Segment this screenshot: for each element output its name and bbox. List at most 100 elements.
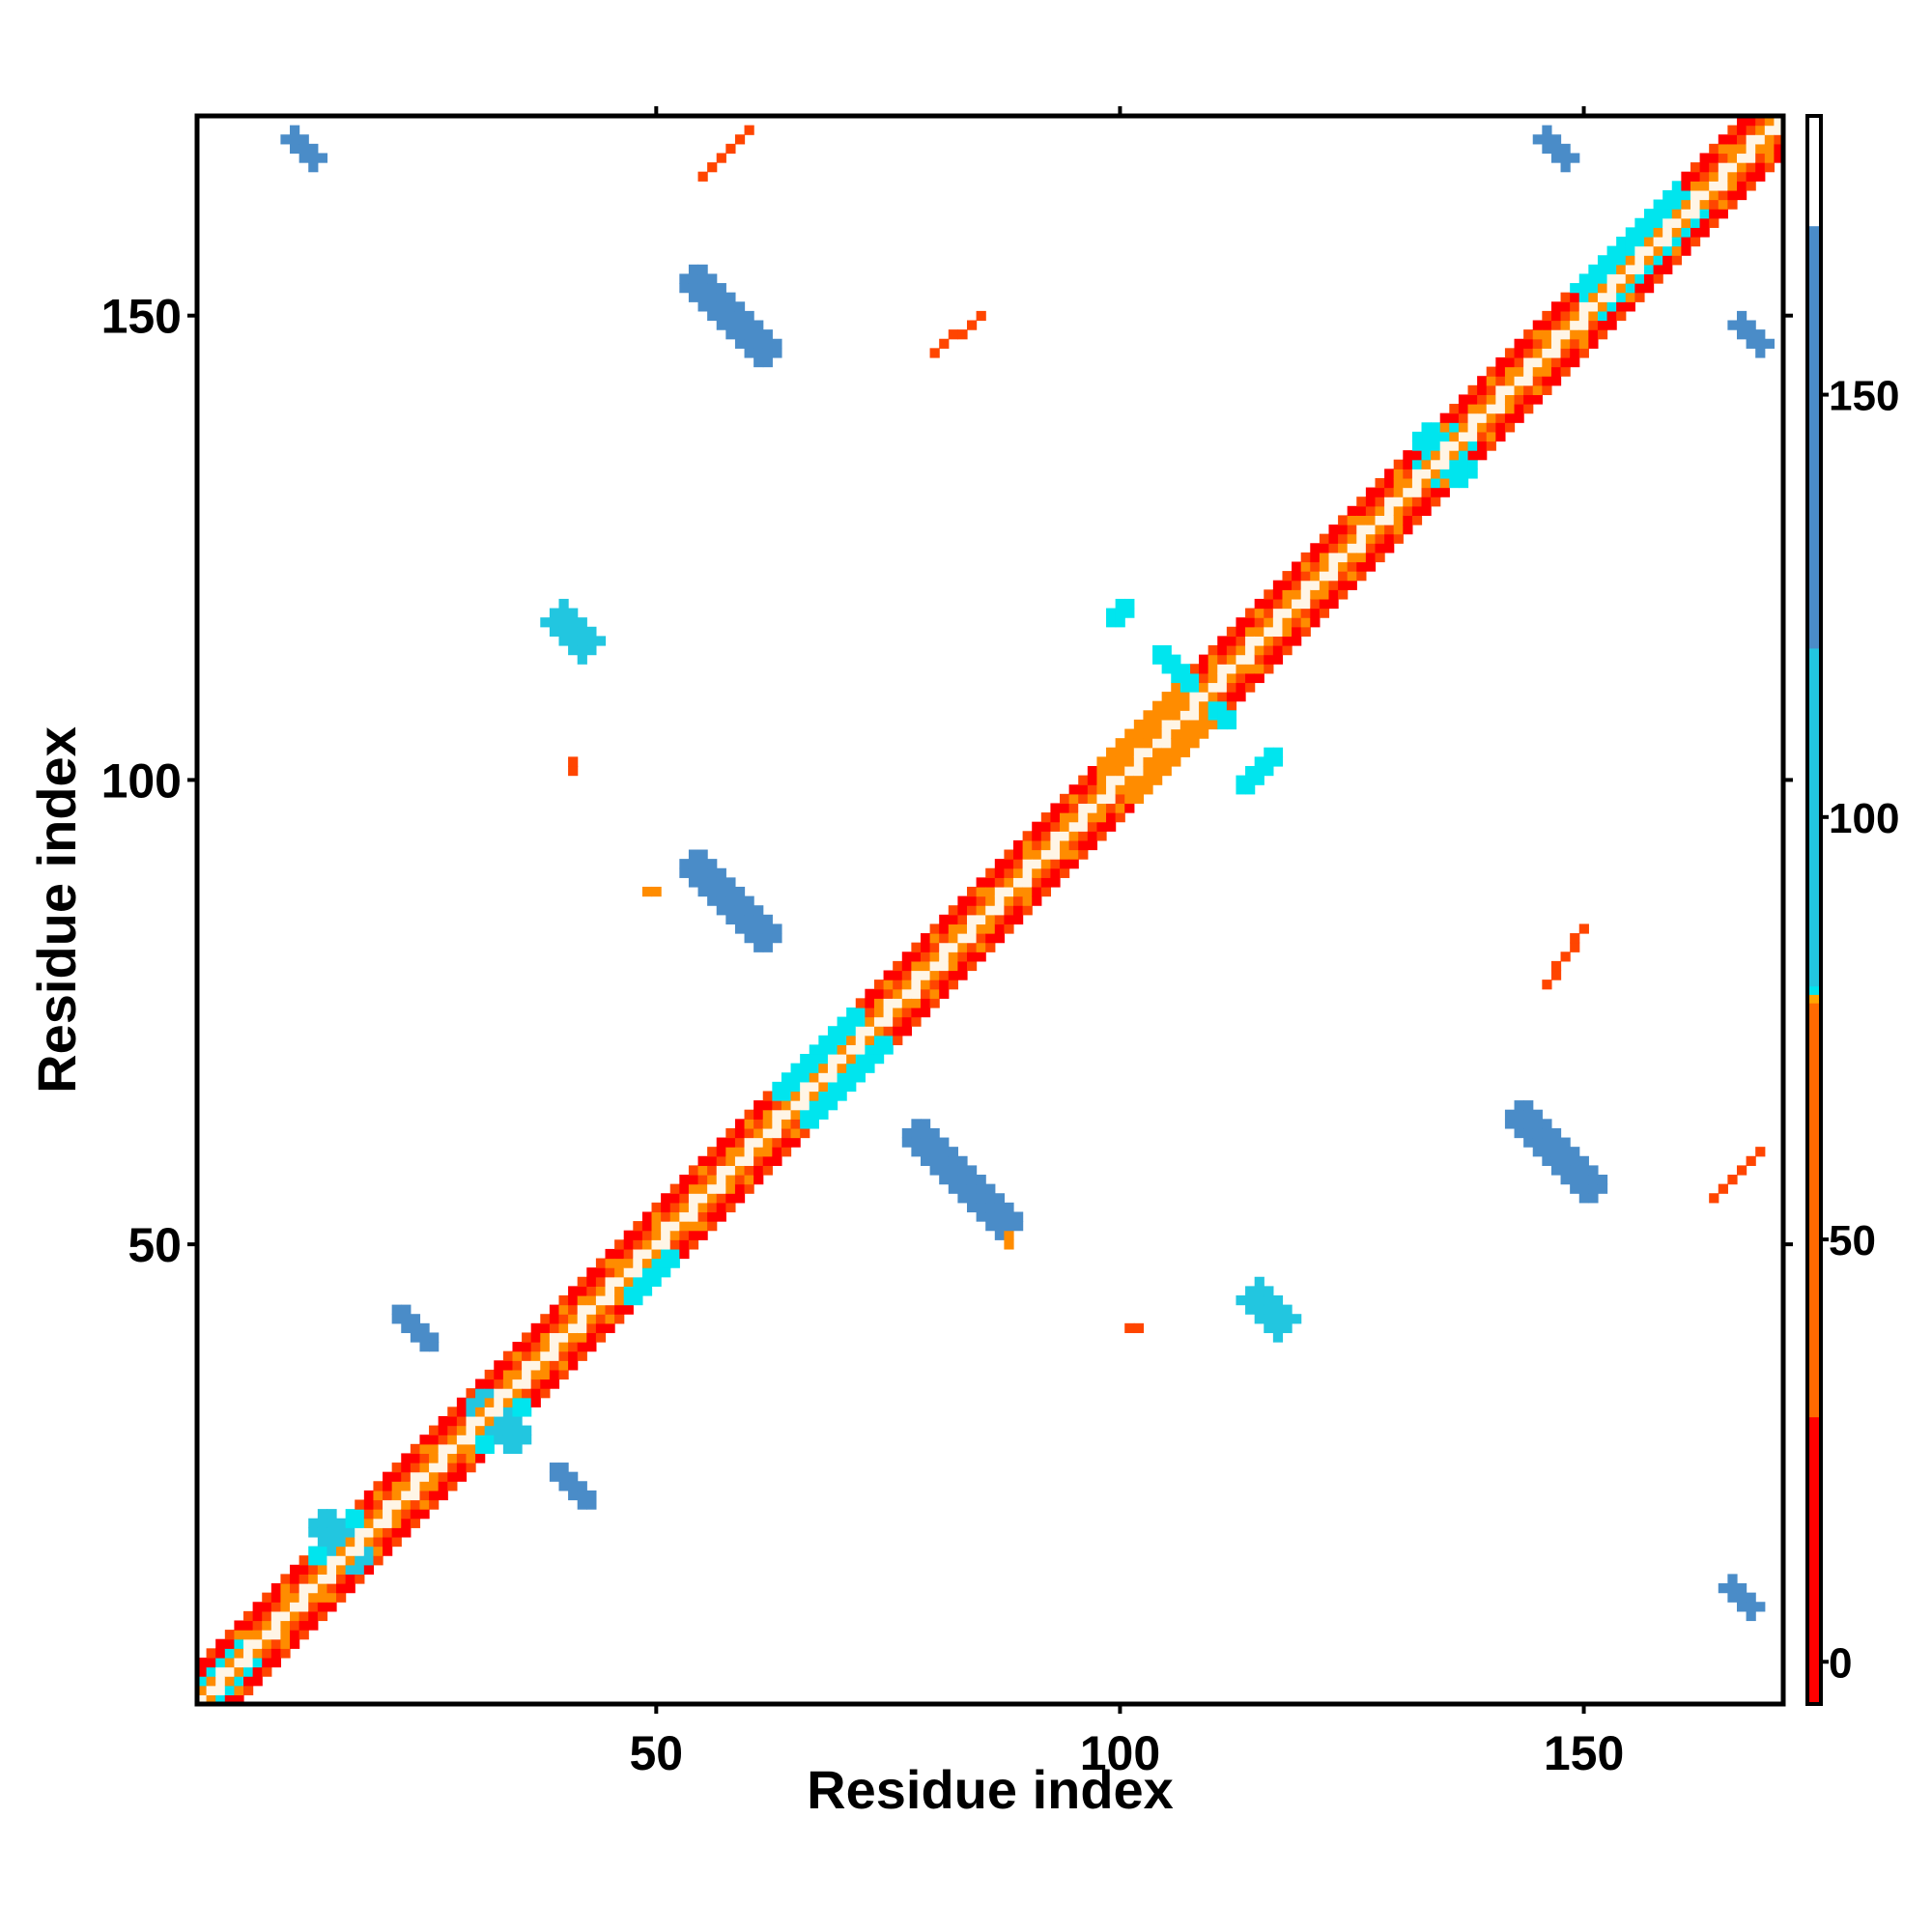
heatmap-cell	[734, 301, 746, 312]
heatmap-cell	[762, 1137, 773, 1148]
heatmap-cell	[1208, 692, 1218, 702]
heatmap-cell	[734, 1137, 746, 1148]
heatmap-cell	[1292, 598, 1302, 610]
heatmap-cell	[512, 1415, 523, 1427]
heatmap-cell	[1458, 422, 1469, 433]
heatmap-cell	[308, 162, 319, 173]
heatmap-cell	[1106, 812, 1117, 823]
heatmap-cell	[595, 636, 607, 646]
heatmap-cell	[1523, 338, 1534, 349]
heatmap-cell	[901, 1127, 912, 1139]
heatmap-cell	[633, 1286, 643, 1296]
heatmap-cell	[1013, 905, 1024, 916]
heatmap-cell	[1560, 320, 1571, 330]
heatmap-cell	[948, 914, 958, 925]
heatmap-cell	[855, 1054, 866, 1065]
heatmap-cell	[1245, 784, 1256, 795]
heatmap-cell	[1068, 849, 1079, 860]
heatmap-cell	[1300, 617, 1311, 628]
heatmap-cell	[1727, 1592, 1738, 1603]
heatmap-cell	[966, 923, 978, 934]
heatmap-cell	[1550, 1147, 1562, 1157]
heatmap-cell	[206, 1676, 216, 1687]
heatmap-cell	[373, 1555, 384, 1566]
heatmap-cell	[355, 1527, 365, 1538]
heatmap-cell	[1245, 1294, 1256, 1306]
heatmap-cell	[976, 1175, 986, 1185]
heatmap-cell	[1300, 571, 1311, 582]
heatmap-cell	[762, 348, 773, 358]
heatmap-cell	[327, 1574, 337, 1584]
y-tick-label: 100	[101, 753, 182, 808]
heatmap-cell	[1272, 636, 1284, 646]
heatmap-cell	[716, 1147, 726, 1157]
heatmap-cell	[1736, 329, 1747, 340]
heatmap-cell	[865, 1054, 875, 1065]
heatmap-cell	[410, 1443, 421, 1455]
heatmap-cell	[1532, 1127, 1543, 1139]
heatmap-cell	[837, 1072, 847, 1083]
heatmap-cell	[985, 1211, 996, 1222]
heatmap-cell	[270, 1592, 282, 1603]
heatmap-cell	[893, 980, 903, 990]
heatmap-cell	[1477, 422, 1488, 433]
heatmap-cell	[1699, 162, 1710, 173]
heatmap-cell	[308, 153, 319, 163]
heatmap-cell	[1152, 700, 1163, 711]
heatmap-cell	[800, 1081, 810, 1093]
heatmap-cell	[456, 1443, 468, 1455]
heatmap-cell	[234, 1620, 244, 1631]
heatmap-cell	[1236, 617, 1246, 628]
heatmap-cell	[1022, 849, 1033, 860]
heatmap-cell	[410, 1322, 421, 1334]
heatmap-cell	[586, 1490, 597, 1501]
heatmap-cell	[549, 1350, 560, 1361]
heatmap-cell	[1477, 376, 1488, 386]
heatmap-cell	[224, 1685, 236, 1695]
heatmap-cell	[883, 970, 894, 980]
heatmap-cell	[661, 1211, 671, 1222]
heatmap-cell	[707, 1183, 718, 1194]
heatmap-cell	[966, 1183, 978, 1194]
heatmap-cell	[327, 1592, 337, 1603]
heatmap-cell	[994, 1230, 1005, 1240]
heatmap-cell	[1338, 552, 1349, 563]
heatmap-cell	[1542, 1127, 1552, 1139]
heatmap-cell	[893, 1035, 903, 1045]
heatmap-cell	[1570, 329, 1580, 340]
heatmap-cell	[345, 1574, 355, 1584]
heatmap-cell	[966, 1193, 978, 1204]
heatmap-cell	[1403, 450, 1413, 461]
heatmap-cell	[475, 1435, 486, 1445]
heatmap-cell	[781, 1072, 792, 1083]
heatmap-cell	[1421, 450, 1432, 461]
heatmap-cell	[1236, 775, 1246, 785]
heatmap-cell	[697, 292, 708, 302]
heatmap-cell	[911, 1137, 922, 1148]
heatmap-cell	[827, 1100, 838, 1111]
heatmap-cell	[734, 1147, 746, 1157]
heatmap-cell	[855, 1016, 866, 1027]
heatmap-cell	[772, 348, 782, 358]
heatmap-cell	[1013, 849, 1024, 860]
heatmap-cell	[716, 153, 726, 163]
heatmap-cell	[484, 1378, 495, 1389]
heatmap-cell	[994, 1221, 1005, 1232]
heatmap-cell	[373, 1481, 384, 1492]
heatmap-cell	[827, 1044, 838, 1055]
heatmap-cell	[957, 1155, 968, 1166]
heatmap-cell	[753, 1109, 764, 1120]
heatmap-cell	[1328, 580, 1339, 590]
heatmap-cell	[1570, 933, 1580, 944]
heatmap-cell	[1272, 626, 1284, 637]
heatmap-cell	[893, 988, 903, 999]
heatmap-cell	[1179, 719, 1191, 730]
heatmap-cell	[280, 1574, 291, 1584]
heatmap-cell	[651, 1239, 662, 1250]
heatmap-cell	[1727, 125, 1738, 135]
heatmap-cell	[540, 1314, 551, 1324]
heatmap-cell	[1504, 376, 1516, 386]
heatmap-cell	[1588, 329, 1599, 340]
heatmap-cell	[522, 1360, 532, 1371]
